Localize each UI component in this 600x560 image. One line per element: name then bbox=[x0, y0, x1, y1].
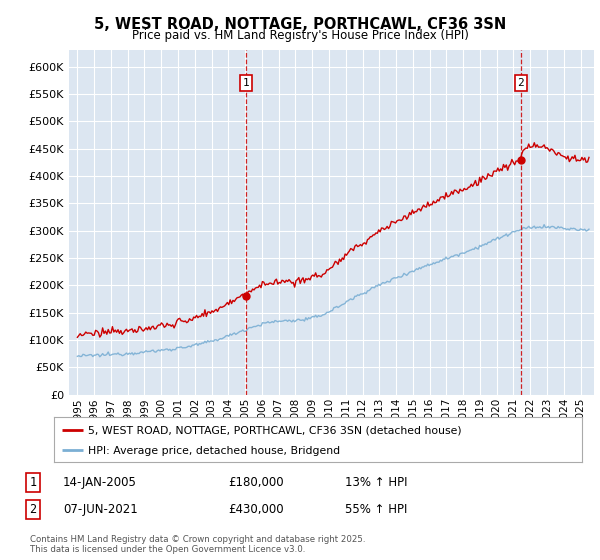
Text: 5, WEST ROAD, NOTTAGE, PORTHCAWL, CF36 3SN (detached house): 5, WEST ROAD, NOTTAGE, PORTHCAWL, CF36 3… bbox=[88, 426, 462, 436]
Text: 55% ↑ HPI: 55% ↑ HPI bbox=[345, 503, 407, 516]
Text: 14-JAN-2005: 14-JAN-2005 bbox=[63, 476, 137, 489]
Text: 2: 2 bbox=[29, 503, 37, 516]
Text: 1: 1 bbox=[29, 476, 37, 489]
Text: HPI: Average price, detached house, Bridgend: HPI: Average price, detached house, Brid… bbox=[88, 446, 340, 456]
Text: 2: 2 bbox=[517, 78, 524, 88]
Text: 5, WEST ROAD, NOTTAGE, PORTHCAWL, CF36 3SN: 5, WEST ROAD, NOTTAGE, PORTHCAWL, CF36 3… bbox=[94, 17, 506, 32]
Text: 1: 1 bbox=[242, 78, 249, 88]
Text: Contains HM Land Registry data © Crown copyright and database right 2025.
This d: Contains HM Land Registry data © Crown c… bbox=[30, 535, 365, 554]
Text: 07-JUN-2021: 07-JUN-2021 bbox=[63, 503, 138, 516]
Text: £430,000: £430,000 bbox=[228, 503, 284, 516]
Text: £180,000: £180,000 bbox=[228, 476, 284, 489]
Text: Price paid vs. HM Land Registry's House Price Index (HPI): Price paid vs. HM Land Registry's House … bbox=[131, 29, 469, 42]
Text: 13% ↑ HPI: 13% ↑ HPI bbox=[345, 476, 407, 489]
